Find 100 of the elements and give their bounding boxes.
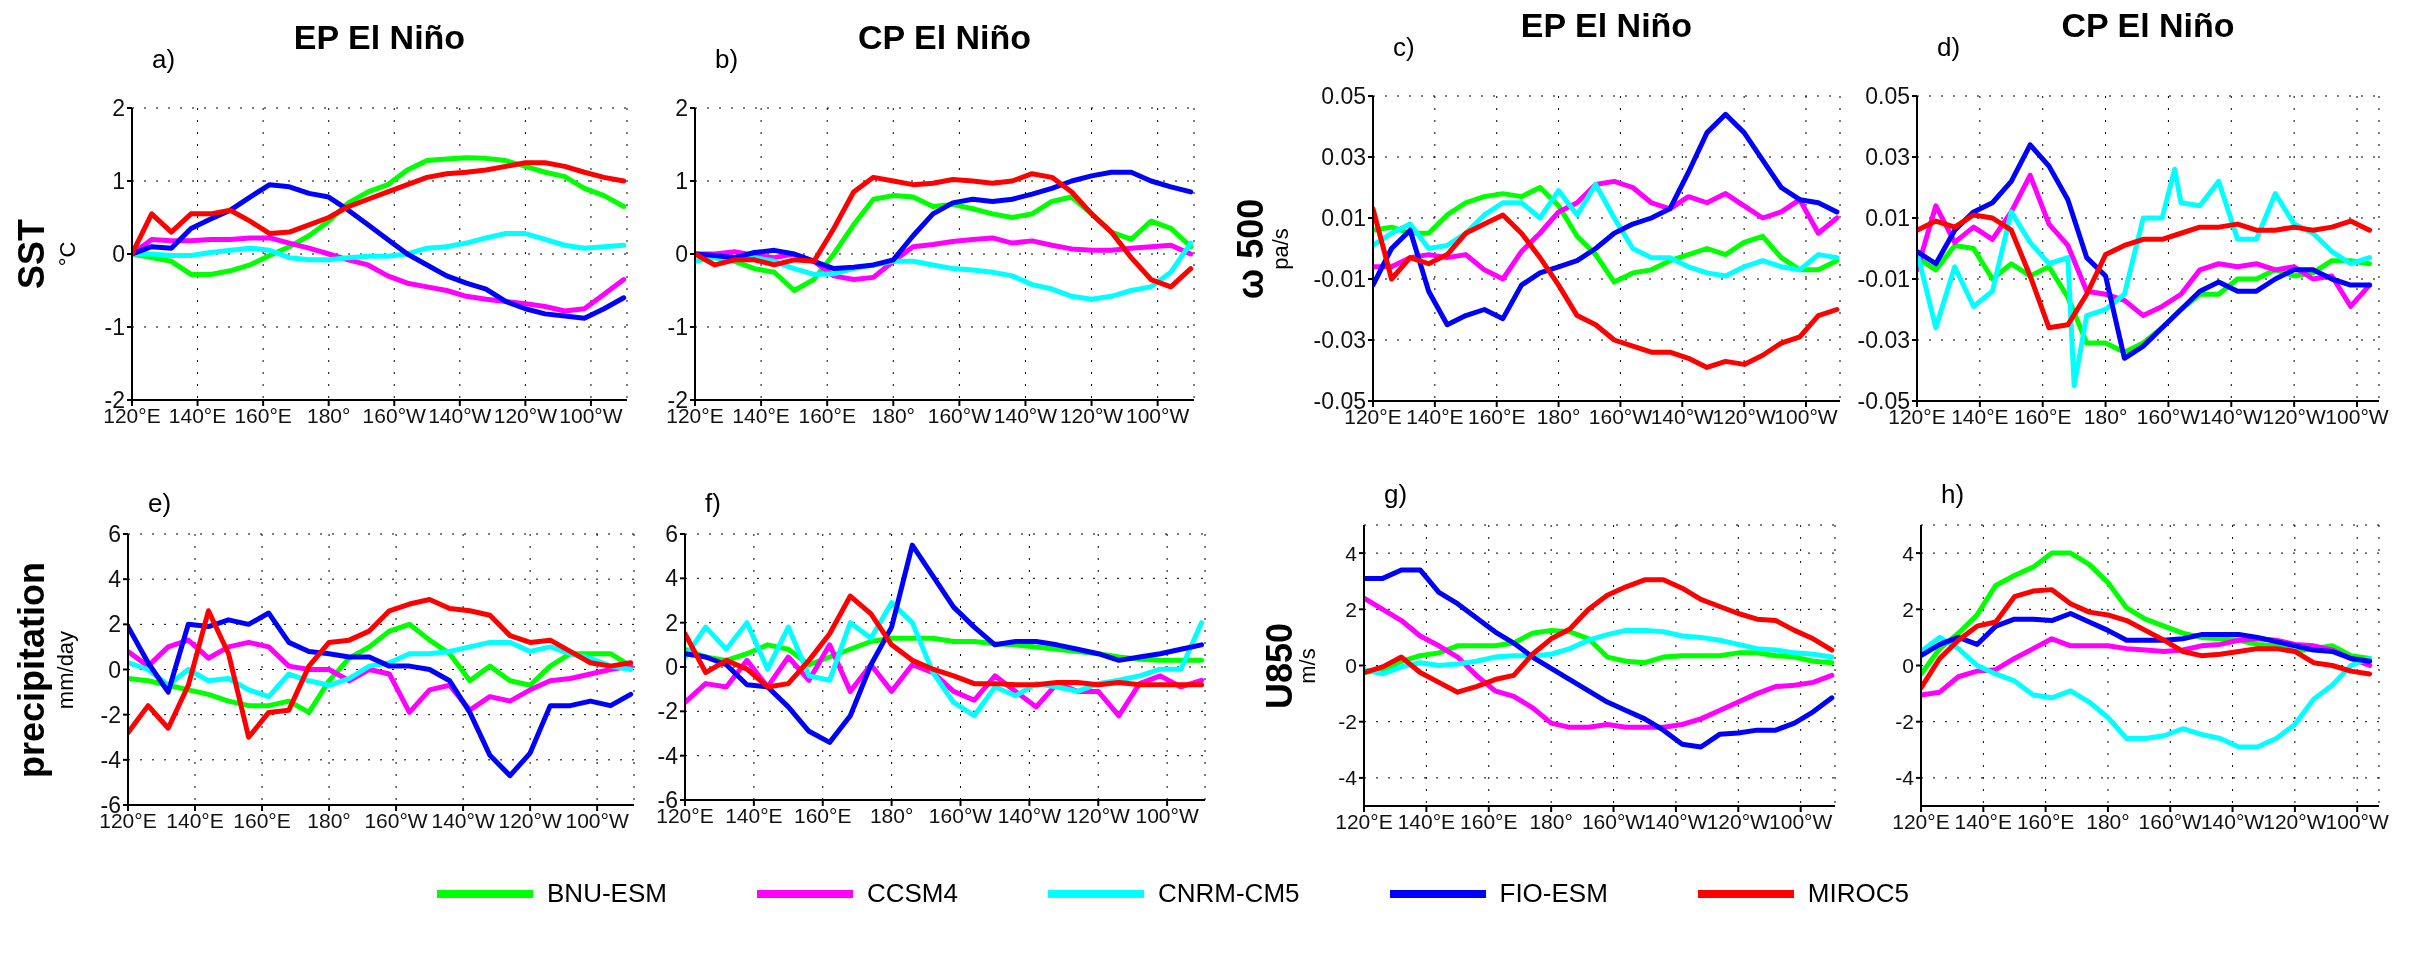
x-tick-label: 120°W: [1066, 803, 1131, 827]
y-tick-label: -0.01: [1313, 266, 1366, 293]
x-tick-label: 120°E: [1892, 809, 1950, 833]
legend-label: FIO-ESM: [1499, 878, 1608, 909]
x-tick-label: 140°W: [993, 403, 1058, 427]
y-tick-label: 4: [108, 566, 122, 593]
x-tick-label: 120°E: [1335, 809, 1393, 833]
x-tick-label: 160°E: [798, 403, 856, 427]
x-tick-label: 140°E: [166, 808, 224, 832]
x-tick-label: 100°W: [1774, 404, 1838, 428]
y-tick-label: 0: [675, 241, 688, 268]
legend-label: BNU-ESM: [547, 878, 667, 909]
y-tick-label: 0.01: [1321, 205, 1366, 232]
x-tick-label: 160°W: [364, 808, 428, 832]
y-tick-label: -2: [657, 698, 678, 725]
y-tick-label: -2: [1338, 710, 1357, 734]
x-tick-label: 160°W: [1588, 404, 1653, 428]
x-tick-label: 100°W: [2325, 404, 2389, 428]
y-tick-label: 6: [665, 521, 678, 548]
y-axis-title: SST °C: [11, 218, 81, 290]
y-tick-label: -1: [667, 314, 688, 341]
x-tick-label: 160°W: [928, 803, 993, 827]
x-tick-label: 180°: [2083, 404, 2128, 428]
y-tick-label: 1: [112, 168, 125, 195]
y-tick-label: -4: [1338, 766, 1358, 790]
x-tick-label: 180°: [1529, 809, 1573, 833]
y-axis-title: U850 m/s: [1259, 622, 1321, 709]
x-tick-label: 100°W: [1769, 809, 1833, 833]
chart-title: EP El Niño: [1520, 6, 1693, 44]
x-tick-label: 140°E: [725, 803, 783, 827]
y-tick-label: 0.01: [1865, 205, 1910, 232]
x-tick-label: 140°W: [431, 808, 495, 832]
x-tick-label: 160°E: [794, 803, 852, 827]
y-tick-label: 0.05: [1865, 83, 1910, 110]
x-tick-label: 160°W: [927, 403, 992, 427]
text: b): [715, 44, 739, 75]
legend-label: CCSM4: [866, 878, 958, 909]
x-tick-label: 120°W: [2263, 809, 2327, 833]
text: g): [1384, 479, 1408, 510]
y-tick-label: 1: [675, 168, 688, 195]
x-tick-label: 160°E: [1460, 809, 1518, 833]
y-tick-label: 2: [1902, 597, 1914, 621]
y-tick-label: 0: [108, 656, 121, 683]
y-tick-label: 4: [665, 565, 679, 592]
x-tick-label: 140°W: [2199, 404, 2264, 428]
y-tick-label: -1: [104, 314, 125, 341]
y-tick-label: 2: [112, 95, 125, 122]
y-tick-label: 0.03: [1321, 144, 1366, 171]
x-tick-label: 160°W: [1581, 809, 1646, 833]
y-tick-label: 6: [108, 521, 121, 548]
x-tick-label: 100°W: [565, 808, 629, 832]
chart-title: EP El Niño: [293, 18, 466, 56]
x-tick-label: 120°W: [498, 808, 562, 832]
x-tick-label: 160°E: [2016, 809, 2075, 833]
text: d): [1937, 32, 1961, 63]
x-tick-label: 120°W: [1059, 403, 1124, 427]
y-tick-label: 0: [1902, 653, 1914, 677]
x-tick-label: 100°W: [1135, 803, 1199, 827]
y-axis-title: precipitation mm/day: [11, 561, 79, 778]
x-tick-label: 140°W: [997, 803, 1062, 827]
x-tick-label: 140°E: [1954, 809, 2013, 833]
y-tick-label: 2: [675, 95, 688, 122]
text: e): [148, 488, 172, 519]
y-tick-label: -4: [657, 742, 679, 769]
x-tick-label: 180°: [2086, 809, 2130, 833]
y-tick-label: 4: [1902, 541, 1915, 565]
x-tick-label: 160°E: [234, 403, 292, 427]
y-tick-label: 2: [665, 609, 678, 636]
y-tick-label: -0.01: [1857, 266, 1910, 293]
text: c): [1393, 32, 1415, 63]
chart-title: CP El Niño: [2061, 6, 2235, 44]
y-tick-label: -0.03: [1313, 327, 1366, 354]
x-tick-label: 180°: [871, 403, 915, 427]
text: h): [1941, 479, 1965, 510]
text: f): [705, 488, 721, 519]
y-tick-label: 0: [665, 654, 678, 681]
x-tick-label: 160°E: [233, 808, 291, 832]
y-tick-label: -2: [100, 701, 121, 728]
x-tick-label: 160°W: [2138, 809, 2203, 833]
y-tick-label: 0.05: [1321, 83, 1366, 110]
x-tick-label: 160°E: [1467, 404, 1526, 428]
x-tick-label: 180°: [1536, 404, 1581, 428]
x-tick-label: 160°E: [2013, 404, 2072, 428]
x-tick-label: 140°W: [1644, 809, 1708, 833]
x-tick-label: 140°W: [428, 403, 492, 427]
x-tick-label: 140°E: [1406, 404, 1464, 428]
y-tick-label: -2: [1895, 710, 1914, 734]
y-tick-label: -4: [100, 747, 122, 773]
x-tick-label: 180°: [306, 403, 351, 427]
y-tick-label: 4: [1345, 541, 1358, 565]
y-axis-title: ω 500 pa/s: [1230, 198, 1294, 299]
y-tick-label: -0.03: [1857, 327, 1910, 354]
x-tick-label: 180°: [307, 808, 351, 832]
x-tick-label: 180°: [869, 803, 914, 827]
y-tick-label: -4: [1895, 766, 1915, 790]
x-tick-label: 140°E: [1397, 809, 1456, 833]
x-tick-label: 160°W: [2136, 404, 2201, 428]
x-tick-label: 140°E: [1951, 404, 2009, 428]
x-tick-label: 140°E: [168, 403, 227, 427]
chart-title: CP El Niño: [857, 18, 1032, 56]
